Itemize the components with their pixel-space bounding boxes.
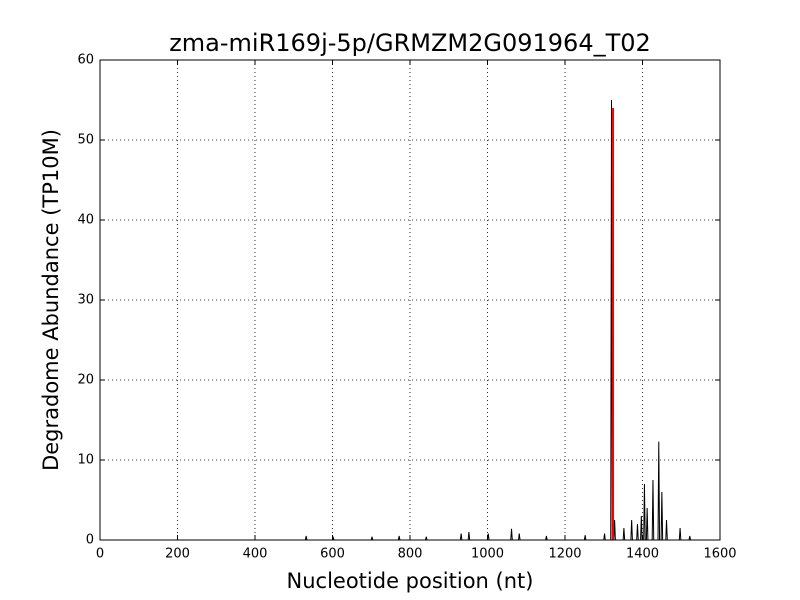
y-tick-label: 0 (86, 533, 94, 548)
y-tick-label: 20 (77, 373, 94, 388)
y-tick-label: 60 (77, 53, 94, 68)
y-tick-label: 50 (77, 133, 94, 148)
y-tick-label: 10 (77, 453, 94, 468)
plot-frame (99, 59, 721, 541)
y-tick-label: 30 (77, 293, 94, 308)
chart-title: zma-miR169j-5p/GRMZM2G091964_T02 (169, 29, 651, 57)
x-tick-label: 200 (165, 547, 190, 562)
data-line (100, 99, 705, 541)
x-tick-label: 1400 (626, 547, 659, 562)
x-tick-label: 1000 (471, 547, 504, 562)
y-axis-label: Degradome Abundance (TP10M) (39, 129, 63, 471)
x-tick-label: 1600 (703, 547, 736, 562)
x-tick-label: 0 (96, 547, 104, 562)
x-tick-label: 400 (243, 547, 268, 562)
x-tick-label: 800 (398, 547, 423, 562)
x-tick-label: 1200 (548, 547, 581, 562)
x-tick-label: 600 (320, 547, 345, 562)
x-axis-label: Nucleotide position (nt) (287, 569, 534, 593)
y-tick-label: 40 (77, 213, 94, 228)
